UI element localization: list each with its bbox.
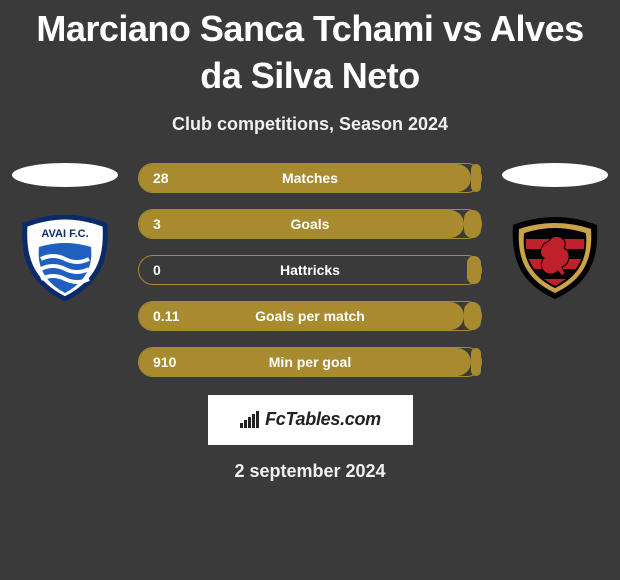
stat-row: 0Hattricks: [138, 255, 482, 285]
right-club-logo: [505, 215, 605, 301]
svg-text:AVAI F.C.: AVAI F.C.: [41, 228, 88, 240]
footer-brand: FcTables.com: [208, 395, 413, 445]
stat-row: 3Goals: [138, 209, 482, 239]
left-ellipse: [12, 163, 118, 187]
stat-label: Matches: [139, 170, 481, 186]
left-club-logo: AVAI F.C.: [15, 215, 115, 301]
stat-label: Goals: [139, 216, 481, 232]
subtitle: Club competitions, Season 2024: [0, 114, 620, 135]
footer-brand-text: FcTables.com: [265, 409, 381, 430]
stats-column: 28Matches 3Goals 0Hattricks 0.11Goals per m…: [138, 163, 482, 377]
bar-chart-icon: [239, 411, 261, 429]
stat-label: Goals per match: [139, 308, 481, 324]
stat-row: 0.11Goals per match: [138, 301, 482, 331]
right-ellipse: [502, 163, 608, 187]
stat-row: 910Min per goal: [138, 347, 482, 377]
stat-label: Min per goal: [139, 354, 481, 370]
left-column: AVAI F.C.: [10, 163, 120, 301]
page-title: Marciano Sanca Tchami vs Alves da Silva …: [0, 0, 620, 100]
stat-row: 28Matches: [138, 163, 482, 193]
right-column: [500, 163, 610, 301]
main-area: AVAI F.C. 28Matches 3Goals 0Hattricks 0.11G…: [0, 163, 620, 377]
footer-date: 2 september 2024: [0, 461, 620, 482]
stat-label: Hattricks: [139, 262, 481, 278]
